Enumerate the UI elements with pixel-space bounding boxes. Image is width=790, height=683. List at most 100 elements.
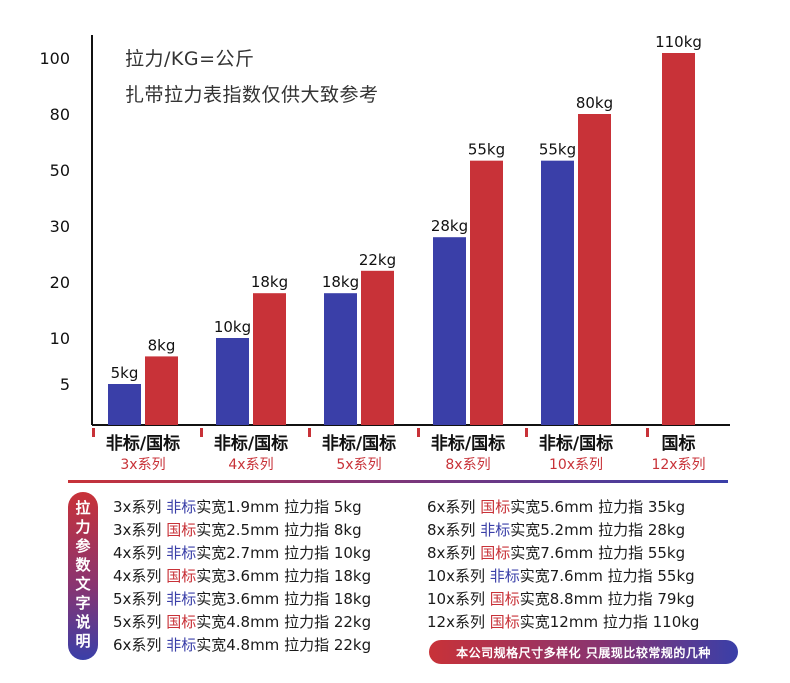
category-label: 国标 [661, 434, 696, 454]
category-label: 非标/国标 [430, 434, 506, 454]
spec-list-left: 3x系列 非标实宽1.9mm 拉力指 5kg 3x系列 国标实宽2.5mm 拉力指… [113, 496, 371, 657]
spec-series: 12x系列 [427, 613, 490, 631]
y-tick-label: 5 [60, 375, 70, 394]
spec-pull: 拉力指 55kg [607, 567, 695, 585]
spec-row: 6x系列 国标实宽5.6mm 拉力指 35kg [427, 496, 699, 519]
bar-value-label: 5kg [111, 364, 139, 382]
y-tick-label: 50 [50, 161, 70, 180]
spec-pull: 拉力指 110kg [602, 613, 700, 631]
spec-standard: 非标 [166, 590, 197, 608]
bar-value-label: 28kg [431, 217, 468, 235]
spec-series: 5x系列 [113, 590, 167, 608]
category-label: 非标/国标 [105, 434, 181, 454]
group-marker [200, 428, 203, 437]
bar-value-label: 8kg [148, 336, 176, 354]
category-label: 非标/国标 [538, 434, 614, 454]
group-marker [308, 428, 311, 437]
category-sublabel: 10x系列 [548, 457, 604, 473]
spec-width: 实宽5.6mm [510, 498, 599, 516]
bar-nonstandard [324, 293, 357, 425]
spec-pull: 拉力指 10kg [284, 544, 372, 562]
spec-pull: 拉力指 18kg [284, 567, 372, 585]
spec-standard: 国标 [480, 544, 511, 562]
spec-width: 实宽12mm [519, 613, 603, 631]
spec-row: 8x系列 非标实宽5.2mm 拉力指 28kg [427, 519, 699, 542]
spec-standard: 国标 [489, 590, 520, 608]
spec-series: 10x系列 [427, 590, 490, 608]
spec-width: 实宽3.6mm [196, 590, 285, 608]
spec-pull: 拉力指 18kg [284, 590, 372, 608]
spec-row: 3x系列 国标实宽2.5mm 拉力指 8kg [113, 519, 371, 542]
spec-standard: 非标 [166, 544, 197, 562]
bar-nonstandard [433, 237, 466, 425]
spec-width: 实宽5.2mm [510, 521, 599, 539]
spec-series: 4x系列 [113, 567, 167, 585]
spec-standard: 非标 [166, 498, 197, 516]
spec-pull: 拉力指 55kg [598, 544, 686, 562]
spec-pull: 拉力指 22kg [284, 636, 372, 654]
y-tick-label: 10 [50, 329, 70, 348]
bar-value-label: 55kg [539, 141, 576, 159]
spec-standard: 国标 [166, 521, 197, 539]
spec-standard: 国标 [480, 498, 511, 516]
spec-width: 实宽2.5mm [196, 521, 285, 539]
spec-width: 实宽1.9mm [196, 498, 285, 516]
y-tick-label: 100 [39, 49, 70, 68]
bar-value-label: 22kg [359, 251, 396, 269]
spec-standard: 非标 [480, 521, 511, 539]
bar-national [578, 114, 611, 425]
chart-title-unit: 拉力/KG=公斤 [125, 48, 255, 70]
category-sublabel: 4x系列 [228, 457, 274, 473]
spec-width: 实宽7.6mm [519, 567, 608, 585]
group-marker [646, 428, 649, 437]
bar-value-label: 18kg [251, 273, 288, 291]
spec-series: 3x系列 [113, 521, 167, 539]
spec-series: 4x系列 [113, 544, 167, 562]
bar-national [470, 160, 503, 425]
spec-row: 4x系列 非标实宽2.7mm 拉力指 10kg [113, 542, 371, 565]
bar-nonstandard [108, 384, 141, 425]
spec-row: 8x系列 国标实宽7.6mm 拉力指 55kg [427, 542, 699, 565]
bar-value-label: 80kg [576, 94, 613, 112]
params-badge: 拉力参数文字说明 [68, 492, 98, 660]
spec-series: 6x系列 [427, 498, 481, 516]
group-marker [525, 428, 528, 437]
y-tick-label: 30 [50, 217, 70, 236]
category-label: 非标/国标 [213, 434, 289, 454]
bar-national [253, 293, 286, 425]
spec-series: 8x系列 [427, 544, 481, 562]
spec-width: 实宽3.6mm [196, 567, 285, 585]
footer-note: 本公司规格尺寸多样化 只展现比较常规的几种 [429, 640, 738, 664]
spec-list-right: 6x系列 国标实宽5.6mm 拉力指 35kg 8x系列 非标实宽5.2mm 拉力… [427, 496, 699, 634]
bar-national [662, 53, 695, 425]
spec-row: 10x系列 国标实宽8.8mm 拉力指 79kg [427, 588, 699, 611]
spec-row: 6x系列 非标实宽4.8mm 拉力指 22kg [113, 634, 371, 657]
spec-pull: 拉力指 28kg [598, 521, 686, 539]
spec-series: 6x系列 [113, 636, 167, 654]
spec-width: 实宽4.8mm [196, 613, 285, 631]
spec-series: 10x系列 [427, 567, 490, 585]
spec-pull: 拉力指 8kg [284, 521, 362, 539]
spec-width: 实宽8.8mm [519, 590, 608, 608]
spec-width: 实宽4.8mm [196, 636, 285, 654]
params-badge-text: 拉力参数文字说明 [73, 500, 92, 652]
spec-pull: 拉力指 5kg [284, 498, 362, 516]
y-tick-label: 20 [50, 273, 70, 292]
spec-row: 5x系列 国标实宽4.8mm 拉力指 22kg [113, 611, 371, 634]
spec-row: 10x系列 非标实宽7.6mm 拉力指 55kg [427, 565, 699, 588]
spec-width: 实宽2.7mm [196, 544, 285, 562]
spec-standard: 非标 [489, 567, 520, 585]
spec-row: 4x系列 国标实宽3.6mm 拉力指 18kg [113, 565, 371, 588]
category-sublabel: 3x系列 [120, 457, 166, 473]
bar-value-label: 10kg [214, 318, 251, 336]
bar-value-label: 18kg [322, 273, 359, 291]
spec-series: 3x系列 [113, 498, 167, 516]
bar-nonstandard [216, 338, 249, 425]
category-sublabel: 5x系列 [336, 457, 382, 473]
bar-value-label: 55kg [468, 141, 505, 159]
bar-nonstandard [541, 160, 574, 425]
spec-standard: 国标 [489, 613, 520, 631]
spec-series: 5x系列 [113, 613, 167, 631]
spec-series: 8x系列 [427, 521, 481, 539]
